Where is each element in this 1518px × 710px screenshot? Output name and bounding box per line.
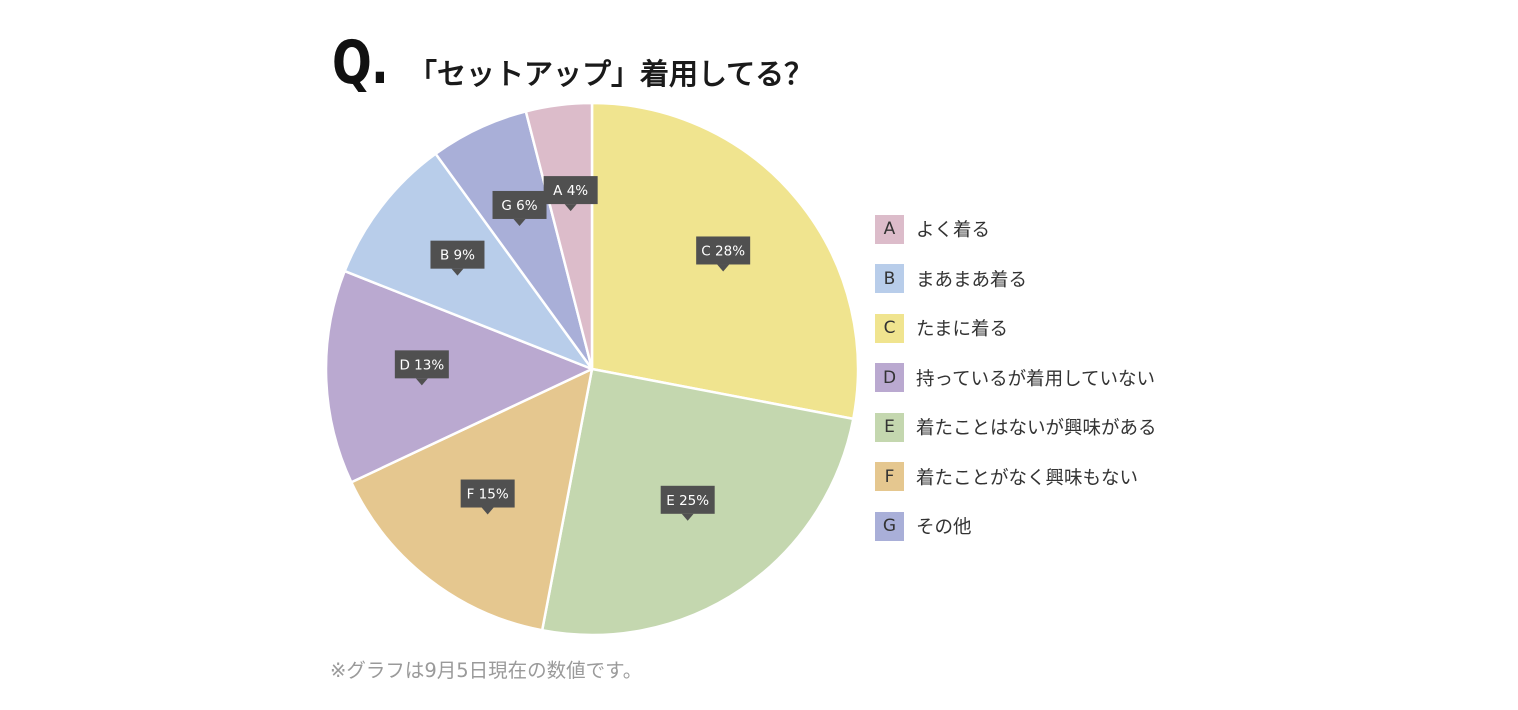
data-label-pointer <box>513 218 526 226</box>
legend-label: たまに着る <box>916 319 1008 340</box>
data-label-pointer <box>415 378 428 386</box>
data-label-g: G 6% <box>492 190 547 226</box>
data-label-a: A 4% <box>543 176 598 212</box>
data-label-box <box>696 236 751 265</box>
data-label-text: A 4% <box>553 183 588 199</box>
legend-item-f: F 着たことがなく興味もない <box>875 462 1157 492</box>
data-label-pointer <box>681 513 694 521</box>
data-label-box <box>430 240 485 269</box>
legend-item-a: A よく着る <box>875 214 1157 244</box>
data-label-text: F 15% <box>467 487 509 503</box>
data-label-pointer <box>451 268 464 276</box>
data-label-text: E 25% <box>666 493 709 509</box>
chart-title: 「セットアップ」着用してる？ <box>408 57 814 91</box>
legend-swatch: B <box>875 264 904 293</box>
data-label-c: C 28% <box>696 236 751 272</box>
data-label-b: B 9% <box>430 240 485 276</box>
data-label-pointer <box>481 507 494 515</box>
chart-legend: A よく着る B まあまあ着る C たまに着る D 持っているが着用していない E 着たことはない… <box>875 214 1157 561</box>
legend-label: よく着る <box>916 220 991 241</box>
legend-item-g: G その他 <box>875 511 1157 541</box>
data-label-box <box>543 176 598 205</box>
legend-swatch: F <box>875 462 904 491</box>
legend-item-e: E 着たことはないが興味がある <box>875 412 1157 442</box>
legend-label: まあまあ着る <box>916 269 1028 291</box>
legend-swatch: G <box>875 511 904 541</box>
legend-item-c: C たまに着る <box>875 313 1157 343</box>
legend-label: その他 <box>916 517 972 538</box>
data-label-text: D 13% <box>399 357 444 373</box>
pie-slice-d <box>324 269 594 484</box>
pie-slice-a <box>524 101 594 371</box>
legend-swatch: D <box>875 363 904 392</box>
legend-swatch: E <box>875 412 904 442</box>
data-label-e: E 25% <box>660 485 715 521</box>
data-label-text: B 9% <box>440 248 475 264</box>
data-label-box <box>460 479 515 508</box>
legend-label: 着たことはないが興味がある <box>916 418 1157 439</box>
footnote: ※グラフは9月5日現在の数値です。 <box>330 659 643 682</box>
legend-item-d: D 持っているが着用していない <box>875 363 1157 393</box>
question-mark-q: Q. <box>332 28 389 98</box>
data-label-box <box>394 350 449 379</box>
data-label-f: F 15% <box>460 479 515 515</box>
data-label-box <box>492 190 547 219</box>
data-label-pointer <box>717 264 730 272</box>
legend-item-b: B まあまあ着る <box>875 264 1157 294</box>
data-label-text: G 6% <box>501 198 537 214</box>
data-label-box <box>660 485 715 514</box>
legend-label: 持っているが着用していない <box>916 368 1156 390</box>
legend-label: 着たことがなく興味もない <box>916 467 1139 489</box>
data-label-pointer <box>564 204 577 212</box>
data-label-text: C 28% <box>701 243 745 259</box>
data-label-d: D 13% <box>394 350 449 386</box>
legend-swatch: C <box>875 313 904 343</box>
legend-swatch: A <box>875 214 904 244</box>
